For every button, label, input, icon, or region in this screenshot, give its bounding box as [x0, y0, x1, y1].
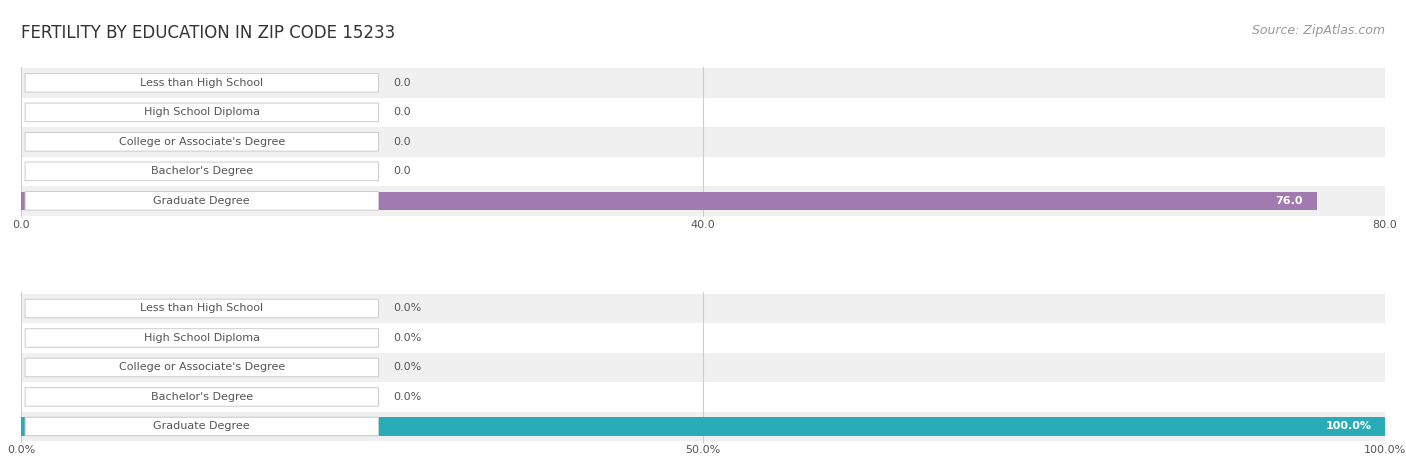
Text: 0.0%: 0.0%	[394, 333, 422, 343]
Text: 0.0%: 0.0%	[394, 392, 422, 402]
FancyBboxPatch shape	[25, 103, 378, 122]
Bar	[21, 157, 1385, 186]
Text: 0.0%: 0.0%	[394, 362, 422, 373]
FancyBboxPatch shape	[25, 358, 378, 377]
Text: College or Associate's Degree: College or Associate's Degree	[118, 362, 285, 373]
Bar	[21, 98, 1385, 127]
Text: Bachelor's Degree: Bachelor's Degree	[150, 166, 253, 176]
Bar	[21, 294, 1385, 323]
FancyBboxPatch shape	[25, 191, 378, 210]
Text: Less than High School: Less than High School	[141, 78, 263, 88]
Bar	[21, 192, 1317, 210]
Text: High School Diploma: High School Diploma	[143, 333, 260, 343]
Bar	[21, 127, 1385, 157]
FancyBboxPatch shape	[25, 162, 378, 180]
Text: College or Associate's Degree: College or Associate's Degree	[118, 137, 285, 147]
Text: 0.0%: 0.0%	[394, 304, 422, 314]
FancyBboxPatch shape	[25, 417, 378, 436]
FancyBboxPatch shape	[25, 387, 378, 406]
Text: 0.0: 0.0	[394, 108, 411, 118]
Text: Source: ZipAtlas.com: Source: ZipAtlas.com	[1251, 24, 1385, 37]
Text: 76.0: 76.0	[1275, 196, 1303, 206]
FancyBboxPatch shape	[25, 299, 378, 318]
Text: High School Diploma: High School Diploma	[143, 108, 260, 118]
Bar	[21, 353, 1385, 382]
Text: Bachelor's Degree: Bachelor's Degree	[150, 392, 253, 402]
Text: Graduate Degree: Graduate Degree	[153, 421, 250, 431]
Bar	[21, 323, 1385, 353]
Bar	[21, 68, 1385, 98]
Text: FERTILITY BY EDUCATION IN ZIP CODE 15233: FERTILITY BY EDUCATION IN ZIP CODE 15233	[21, 24, 395, 42]
Bar	[21, 382, 1385, 412]
Bar	[21, 412, 1385, 441]
Text: 100.0%: 100.0%	[1326, 421, 1371, 431]
Text: Graduate Degree: Graduate Degree	[153, 196, 250, 206]
Text: 0.0: 0.0	[394, 137, 411, 147]
FancyBboxPatch shape	[25, 74, 378, 92]
FancyBboxPatch shape	[25, 132, 378, 151]
Bar	[21, 186, 1385, 216]
Text: Less than High School: Less than High School	[141, 304, 263, 314]
Text: 0.0: 0.0	[394, 78, 411, 88]
Bar	[21, 417, 1385, 436]
FancyBboxPatch shape	[25, 329, 378, 347]
Text: 0.0: 0.0	[394, 166, 411, 176]
